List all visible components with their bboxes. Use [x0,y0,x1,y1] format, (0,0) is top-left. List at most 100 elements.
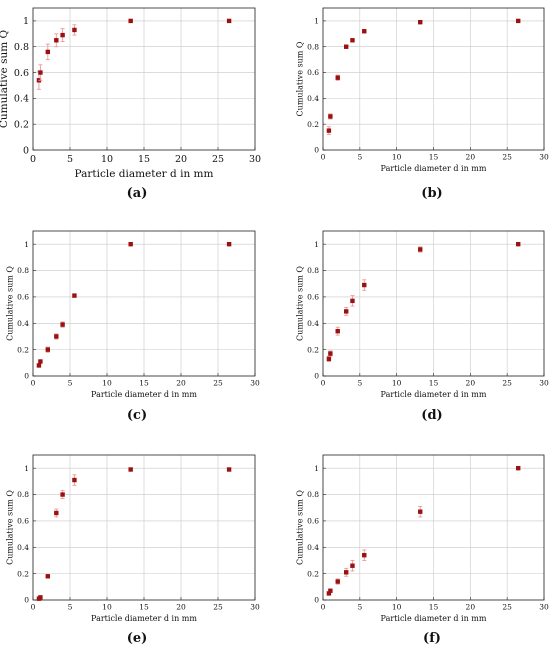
data-point [54,38,59,43]
x-tick-label: 0 [31,379,36,388]
x-tick-label: 10 [102,603,112,612]
x-tick-label: 0 [321,603,326,612]
x-tick-label: 10 [102,379,112,388]
data-point [328,588,333,593]
y-tick-label: 0.4 [14,94,29,105]
y-tick-label: 0.6 [17,293,29,302]
data-point [350,563,355,568]
y-tick-label: 0.4 [17,319,29,328]
y-tick-label: 0.6 [307,68,319,77]
x-tick-label: 30 [250,603,260,612]
x-tick-label: 20 [176,379,186,388]
y-tick-label: 0.2 [307,120,319,129]
data-point [326,591,332,596]
y-tick-label: 0.8 [14,42,29,53]
data-point [45,49,50,55]
data-point [326,356,332,362]
y-tick-label: 1 [24,464,29,473]
panel-label: (b) [421,186,442,201]
x-tick-label: 5 [357,379,362,388]
data-point [128,467,133,472]
y-tick-label: 0 [314,372,319,381]
x-tick-label: 10 [101,154,113,165]
chart-panel-f: 0 5 10 15 20 25 30 0 0.2 0.4 0.6 0.8 1 Particle diame… [296,454,549,646]
plot-frame [322,230,545,377]
data-point [344,44,349,49]
panel-label: (c) [127,408,147,423]
data-point [328,114,333,119]
y-tick-label: 1 [314,240,319,249]
panel-label: (f) [423,631,441,646]
data-point [335,75,340,80]
y-tick-label: 0.4 [17,543,29,552]
x-axis-label: Particle diameter d in mm [91,390,197,399]
data-point [418,247,423,252]
x-tick-label: 30 [539,379,549,388]
x-tick-label: 5 [67,154,73,165]
y-tick-label: 0.2 [307,345,319,354]
data-point [326,128,332,133]
data-point [128,241,133,247]
y-axis-label: Cumulative sum Q [296,41,305,116]
chart-panel-e: 0 5 10 15 20 25 30 0 0.2 0.4 0.6 0.8 1 Particle diame… [6,454,260,646]
chart-panel-d: 0 5 10 15 20 25 30 0 0.2 0.4 0.6 0.8 1 Particle diame… [296,230,549,423]
data-point [36,363,42,368]
x-tick-label: 20 [466,379,476,388]
y-axis-label: Cumulative sum Q [296,266,305,341]
data-point [38,70,43,75]
x-axis-label: Particle diameter d in mm [75,168,214,180]
y-tick-label: 0.4 [307,543,319,552]
x-tick-label: 15 [429,153,439,162]
x-tick-label: 15 [139,379,149,388]
x-tick-label: 25 [502,379,512,388]
y-tick-label: 1 [23,16,29,27]
data-point [335,328,340,334]
data-point [350,298,355,304]
x-tick-label: 20 [466,603,476,612]
plot-frame [32,454,256,601]
x-tick-label: 10 [392,379,402,388]
y-axis-label: Cumulative sum Q [6,490,15,565]
x-tick-label: 25 [502,153,512,162]
data-point [226,241,232,247]
y-tick-label: 0.6 [17,517,29,526]
panel-label: (e) [127,631,148,646]
y-tick-label: 0.4 [307,319,319,328]
x-tick-label: 25 [213,379,223,388]
data-point [72,27,77,33]
data-point [362,552,367,558]
y-tick-label: 1 [24,240,29,249]
data-point [226,467,232,472]
x-tick-label: 30 [250,379,260,388]
data-point [128,18,133,24]
x-tick-label: 20 [175,154,187,165]
x-tick-label: 20 [466,153,476,162]
x-tick-label: 30 [539,153,549,162]
x-axis-label: Particle diameter d in mm [381,164,487,173]
data-point [344,309,349,314]
plot-frame [32,230,256,377]
y-tick-label: 0 [24,372,29,381]
x-tick-label: 30 [539,603,549,612]
x-axis-label: Particle diameter d in mm [381,614,487,623]
data-point [362,29,367,34]
data-point [344,570,349,575]
x-tick-label: 25 [213,603,223,612]
y-tick-label: 0.8 [307,490,319,499]
x-tick-label: 20 [176,603,186,612]
y-axis-label: Cumulative sum Q [296,490,305,565]
data-point [226,18,232,24]
data-point [350,38,355,43]
data-point [328,351,333,356]
y-tick-label: 0.6 [307,517,319,526]
x-tick-label: 0 [31,603,36,612]
data-point [38,595,43,600]
x-tick-label: 10 [392,603,402,612]
y-tick-label: 0.8 [17,490,29,499]
plot-frame [322,454,545,601]
data-point [418,20,423,25]
x-tick-label: 15 [138,154,150,165]
panel-label: (d) [421,408,442,423]
x-tick-label: 15 [429,603,439,612]
